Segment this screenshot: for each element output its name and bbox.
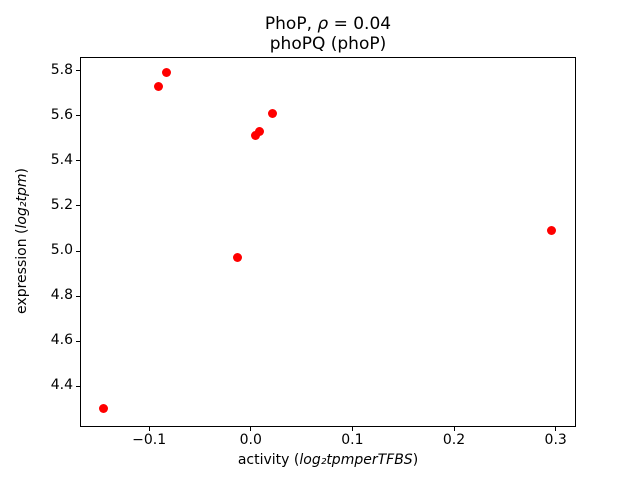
- chart-title: PhoP, ρ = 0.04 phoPQ (phoP): [80, 14, 576, 54]
- y-tick-label: 5.4: [50, 151, 73, 168]
- y-tick-label: 4.4: [50, 377, 73, 394]
- y-tick-mark: [76, 70, 80, 72]
- chart-title-line1: PhoP, ρ = 0.04: [80, 14, 576, 34]
- x-tick-mark: [453, 427, 455, 431]
- chart-subtitle: phoPQ (phoP): [269, 34, 387, 54]
- y-tick-label: 4.6: [50, 332, 73, 349]
- x-axis-label: activity (log₂tpmperTFBS): [237, 452, 419, 468]
- y-tick-mark: [76, 385, 80, 387]
- y-tick-mark: [76, 205, 80, 207]
- title-text: PhoP,: [264, 14, 318, 34]
- data-point: [255, 126, 265, 136]
- y-tick-label: 5.6: [50, 106, 73, 123]
- data-point: [251, 131, 261, 141]
- y-axis-label: expression (log₂tpm): [14, 168, 30, 314]
- x-tick-label: 0.2: [442, 432, 466, 448]
- y-tick-label: 5.2: [50, 196, 73, 213]
- y-tick-mark: [76, 160, 80, 162]
- rho-symbol: ρ: [317, 14, 329, 34]
- y-tick-mark: [76, 295, 80, 297]
- data-point: [98, 404, 108, 414]
- y-tick-label: 4.8: [50, 287, 73, 304]
- data-point: [547, 226, 557, 236]
- plot-area: [80, 57, 576, 427]
- x-tick-label: 0.0: [239, 432, 262, 448]
- x-tick-mark: [351, 427, 353, 431]
- x-tick-mark: [555, 427, 557, 431]
- data-point: [233, 253, 243, 263]
- y-tick-label: 5.8: [50, 61, 73, 78]
- x-tick-label: −0.1: [132, 432, 167, 448]
- x-tick-label: 0.3: [544, 432, 567, 448]
- y-tick-label: 5.0: [50, 242, 73, 259]
- y-tick-mark: [76, 115, 80, 117]
- x-tick-mark: [250, 427, 252, 431]
- title-value: = 0.04: [328, 14, 392, 34]
- x-tick-mark: [148, 427, 150, 431]
- data-point: [161, 68, 171, 78]
- y-tick-mark: [76, 340, 80, 342]
- y-tick-mark: [76, 250, 80, 252]
- data-point: [267, 108, 277, 118]
- data-point: [153, 81, 163, 91]
- x-tick-label: 0.1: [341, 432, 364, 448]
